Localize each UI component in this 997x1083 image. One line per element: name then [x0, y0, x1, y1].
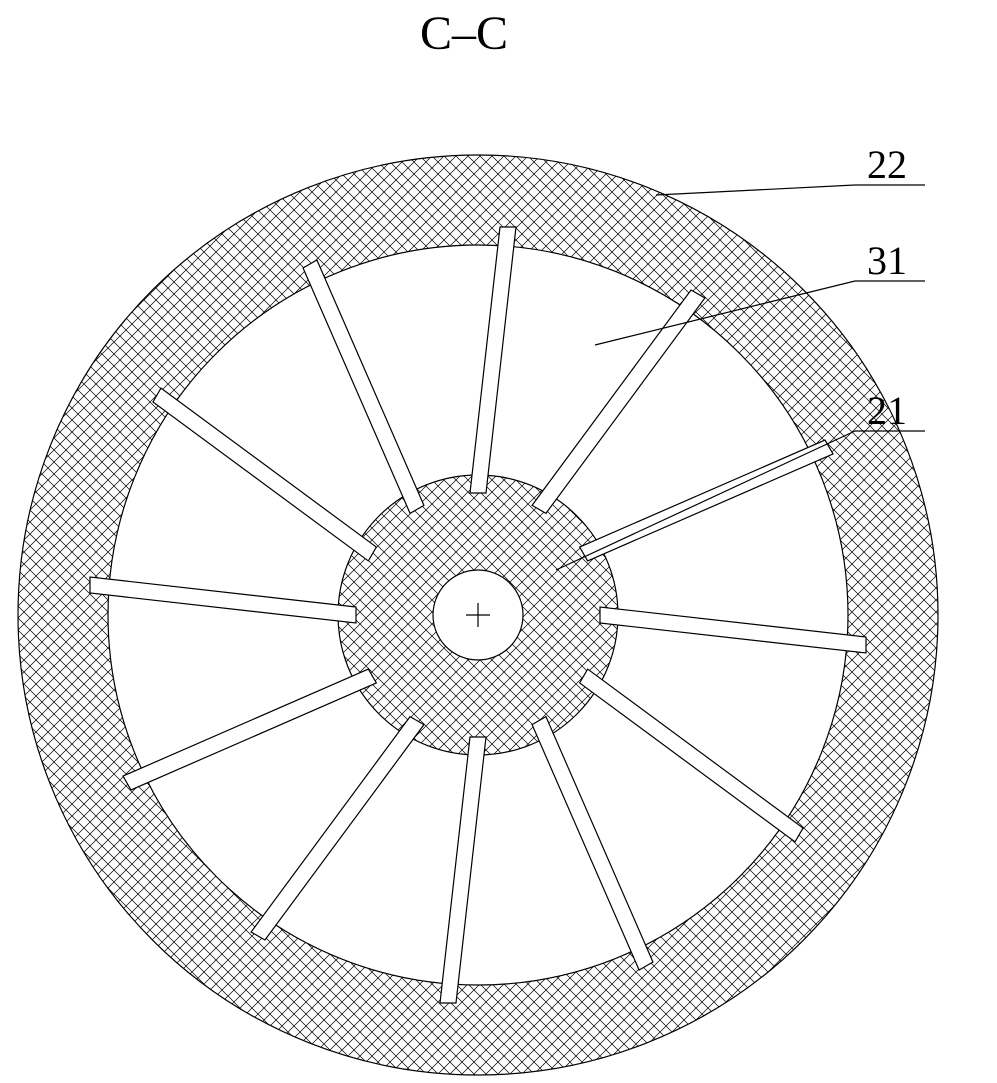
cross-section-drawing — [0, 0, 997, 1083]
section-label: C–C — [420, 6, 508, 61]
figure-container: C–C 22 31 21 — [0, 0, 997, 1083]
annot-21-label: 21 — [867, 387, 907, 434]
annot-31-label: 31 — [867, 237, 907, 284]
annot-22-label: 22 — [867, 141, 907, 188]
